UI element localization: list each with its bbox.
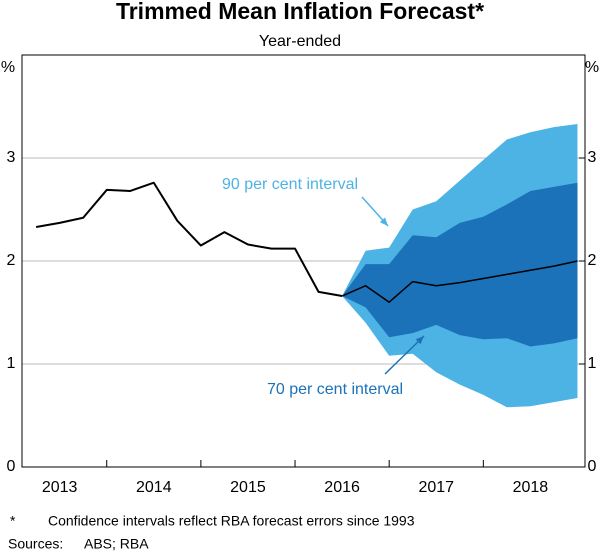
x-tick-label: 2014 bbox=[136, 479, 172, 496]
confidence-band bbox=[342, 182, 578, 347]
y2-axis-unit: % bbox=[585, 59, 599, 76]
data-line bbox=[35, 181, 343, 298]
data-line bbox=[341, 260, 578, 303]
footnote-text: Confidence intervals reflect RBA forecas… bbox=[48, 513, 415, 529]
annotation: 90 per cent interval bbox=[222, 176, 358, 193]
annotation-arrow bbox=[384, 335, 425, 375]
y2-tick-label: 1 bbox=[588, 355, 597, 372]
footnote-marker: * bbox=[10, 513, 16, 529]
annotation-arrowhead bbox=[415, 336, 424, 345]
annotation-arrowhead bbox=[379, 217, 388, 226]
y-tick-label: 1 bbox=[7, 355, 16, 372]
plot-frame bbox=[21, 54, 586, 468]
sources-text: ABS; RBA bbox=[84, 536, 149, 552]
sources-label: Sources: bbox=[8, 536, 63, 552]
y2-tick-label: 3 bbox=[588, 149, 597, 166]
x-tick-label: 2018 bbox=[513, 479, 549, 496]
x-tick-label: 2017 bbox=[418, 479, 454, 496]
chart-subtitle: Year-ended bbox=[259, 33, 341, 50]
y2-tick-label: 0 bbox=[588, 458, 597, 475]
annotation: 70 per cent interval bbox=[267, 381, 403, 398]
x-tick-label: 2016 bbox=[324, 479, 360, 496]
y-tick-label: 3 bbox=[7, 149, 16, 166]
y-tick-label: 0 bbox=[7, 458, 16, 475]
y2-tick-label: 2 bbox=[588, 252, 597, 269]
y-axis-unit: % bbox=[1, 59, 15, 76]
y-tick-label: 2 bbox=[7, 252, 16, 269]
x-tick-label: 2015 bbox=[230, 479, 266, 496]
chart-title: Trimmed Mean Inflation Forecast* bbox=[116, 0, 484, 24]
x-tick-label: 2013 bbox=[42, 479, 78, 496]
